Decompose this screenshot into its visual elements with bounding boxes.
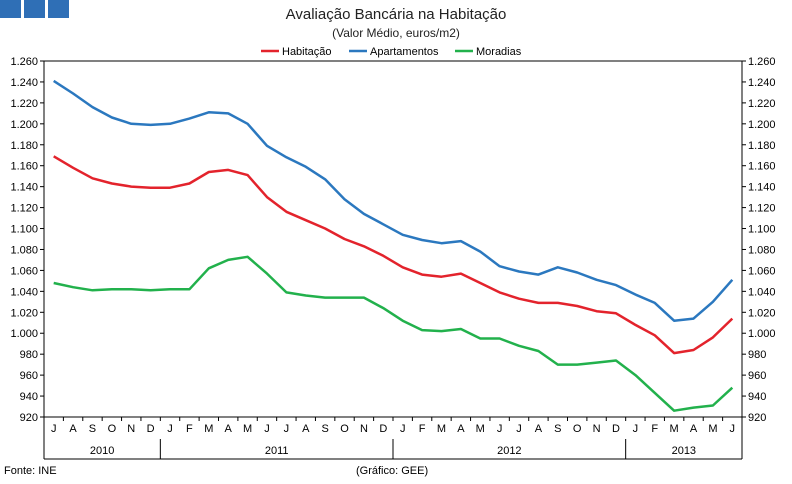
y-tick-label-right: 1.260 (748, 56, 776, 68)
legend-label-apartamentos: Apartamentos (370, 46, 439, 58)
x-tick-label: D (147, 423, 155, 435)
x-tick-label: J (730, 423, 736, 435)
chart-title: Avaliação Bancária na Habitação (285, 6, 507, 23)
y-tick-label-left: 1.240 (10, 77, 38, 89)
x-tick-label: A (535, 423, 543, 435)
x-tick-label: J (633, 423, 639, 435)
y-tick-label-right: 1.180 (748, 140, 776, 152)
logo-block-2 (24, 0, 45, 18)
y-tick-label-right: 1.020 (748, 307, 776, 319)
y-tick-label-right: 1.240 (748, 77, 776, 89)
credit-note: (Gráfico: GEE) (356, 465, 429, 477)
x-tick-label: M (243, 423, 252, 435)
legend-label-habitacao: Habitação (282, 46, 332, 58)
y-tick-label-left: 1.120 (10, 203, 38, 215)
logo (0, 0, 69, 18)
y-tick-label-left: 940 (20, 391, 38, 403)
y-tick-label-left: 1.000 (10, 328, 38, 340)
y-tick-label-right: 1.140 (748, 182, 776, 194)
y-tick-label-right: 1.060 (748, 265, 776, 277)
x-tick-label: S (321, 423, 328, 435)
x-tick-label: J (167, 423, 173, 435)
x-tick-label: A (457, 423, 465, 435)
x-tick-label: F (419, 423, 426, 435)
x-tick-label: A (225, 423, 233, 435)
x-tick-label: O (573, 423, 582, 435)
x-tick-label: M (204, 423, 213, 435)
year-label: 2012 (497, 445, 521, 457)
logo-block-1 (0, 0, 21, 18)
series-line-habitacao (53, 155, 734, 355)
source-note: Fonte: INE (4, 465, 57, 477)
x-tick-label: M (670, 423, 679, 435)
x-tick-label: S (89, 423, 96, 435)
x-tick-label: O (108, 423, 117, 435)
x-tick-label: J (284, 423, 290, 435)
y-tick-label-left: 1.160 (10, 161, 38, 173)
y-tick-label-right: 1.200 (748, 119, 776, 131)
logo-block-3 (48, 0, 69, 18)
y-tick-label-right: 1.100 (748, 224, 776, 236)
x-tick-label: A (690, 423, 698, 435)
y-tick-label-right: 1.220 (748, 98, 776, 110)
x-tick-label: F (651, 423, 658, 435)
x-tick-label: J (51, 423, 57, 435)
x-tick-label: S (554, 423, 561, 435)
y-tick-label-right: 920 (748, 412, 766, 424)
y-tick-label-left: 980 (20, 349, 38, 361)
y-tick-label-left: 1.020 (10, 307, 38, 319)
y-tick-label-left: 1.100 (10, 224, 38, 236)
chart-subtitle: (Valor Médio, euros/m2) (332, 26, 460, 40)
y-tick-label-right: 1.080 (748, 244, 776, 256)
x-tick-label: M (708, 423, 717, 435)
x-tick-label: J (516, 423, 522, 435)
y-tick-label-right: 1.040 (748, 286, 776, 298)
series-line-moradias (53, 255, 734, 412)
legend-label-moradias: Moradias (476, 46, 522, 58)
y-tick-label-left: 1.260 (10, 56, 38, 68)
x-tick-label: A (69, 423, 77, 435)
x-tick-label: M (437, 423, 446, 435)
y-tick-label-left: 920 (20, 412, 38, 424)
year-label: 2013 (672, 445, 696, 457)
x-tick-label: F (186, 423, 193, 435)
x-tick-label: N (127, 423, 135, 435)
y-tick-label-left: 1.060 (10, 265, 38, 277)
y-tick-label-right: 940 (748, 391, 766, 403)
y-tick-label-left: 1.220 (10, 98, 38, 110)
y-tick-label-right: 980 (748, 349, 766, 361)
x-tick-label: D (612, 423, 620, 435)
year-label: 2011 (265, 445, 289, 457)
x-tick-label: O (340, 423, 349, 435)
plot-frame (43, 60, 743, 418)
x-tick-label: J (264, 423, 270, 435)
y-tick-label-left: 1.140 (10, 182, 38, 194)
x-tick-label: A (302, 423, 310, 435)
x-tick-label: M (476, 423, 485, 435)
y-tick-label-right: 1.000 (748, 328, 776, 340)
x-tick-label: J (400, 423, 406, 435)
x-tick-label: N (360, 423, 368, 435)
y-tick-label-right: 1.120 (748, 203, 776, 215)
x-tick-label: J (497, 423, 503, 435)
series-line-apartamentos (53, 79, 734, 322)
y-tick-label-left: 1.180 (10, 140, 38, 152)
x-tick-label: N (593, 423, 601, 435)
y-tick-label-right: 960 (748, 370, 766, 382)
y-tick-label-left: 960 (20, 370, 38, 382)
year-label: 2010 (90, 445, 114, 457)
y-tick-label-left: 1.040 (10, 286, 38, 298)
x-tick-label: D (379, 423, 387, 435)
y-tick-label-left: 1.080 (10, 244, 38, 256)
y-tick-label-left: 1.200 (10, 119, 38, 131)
y-tick-label-right: 1.160 (748, 161, 776, 173)
